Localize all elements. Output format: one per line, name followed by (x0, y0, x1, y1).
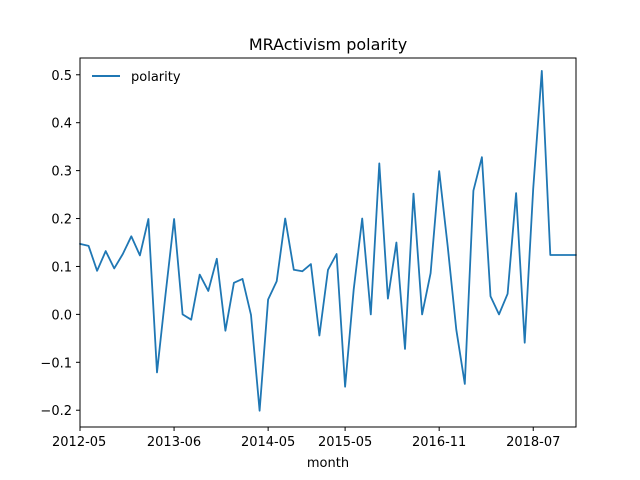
x-tick-label: 2016-11 (412, 435, 466, 450)
x-tick-label: 2013-06 (147, 435, 201, 450)
plot-area (79, 70, 577, 412)
y-tick-label: −0.2 (40, 404, 72, 419)
x-tick-label: 2015-05 (318, 435, 372, 450)
axes-frame (79, 57, 577, 428)
chart-title: MRActivism polarity (249, 35, 407, 54)
y-tick-label: 0.5 (51, 69, 72, 84)
y-tick-label: 0.0 (51, 308, 72, 323)
x-tick-label: 2012-05 (52, 435, 106, 450)
y-tick-label: 0.3 (51, 165, 72, 180)
y-tick-label: 0.1 (51, 260, 72, 275)
legend-label-polarity: polarity (131, 70, 181, 85)
x-tick-label: 2018-07 (506, 435, 560, 450)
series-line-polarity (79, 70, 577, 412)
y-tick-label: −0.1 (40, 356, 72, 371)
x-tick-label: 2014-05 (241, 435, 295, 450)
y-axis: −0.2 −0.1 0.0 0.1 0.2 0.3 0.4 0.5 (40, 69, 80, 419)
y-tick-label: 0.2 (51, 213, 72, 228)
x-axis: 2012-05 2013-06 2014-05 2015-05 2016-11 2018-… (52, 427, 560, 450)
y-tick-label: 0.4 (51, 117, 72, 132)
x-axis-title: month (307, 456, 349, 471)
legend: polarity (92, 70, 181, 85)
